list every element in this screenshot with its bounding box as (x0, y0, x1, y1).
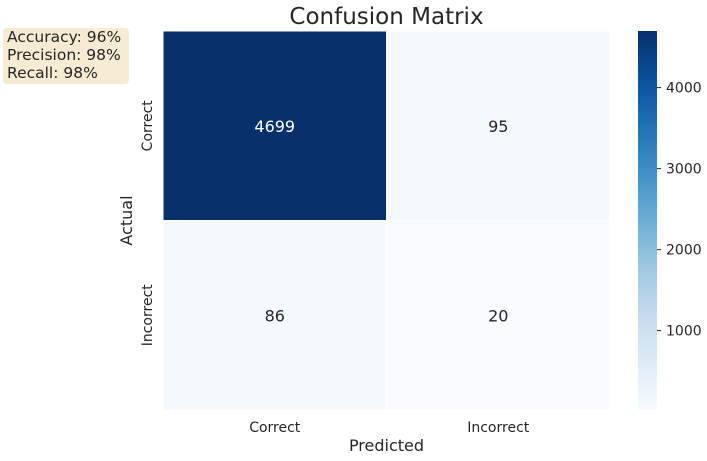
x-axis-label: Predicted (349, 436, 424, 455)
colorbar-tick-label: 2000 (666, 243, 702, 259)
cell-value-label: 86 (265, 306, 285, 325)
recall-text: Recall: 98% (7, 64, 98, 82)
accuracy-text: Accuracy: 96% (7, 28, 122, 46)
y-tick-label: Correct (140, 100, 156, 152)
colorbar (638, 31, 657, 410)
colorbar-tick-label: 1000 (666, 324, 702, 340)
heatmap-cell (162, 220, 387, 411)
metrics-box: Accuracy: 96% Precision: 98% Recall: 98% (3, 28, 129, 84)
chart-title: Confusion Matrix (289, 4, 483, 30)
heatmap-cell (162, 30, 387, 221)
x-tick-label: Correct (249, 420, 301, 436)
precision-text: Precision: 98% (7, 46, 121, 64)
cell-value-label: 20 (488, 306, 508, 325)
colorbar-tick-label: 3000 (666, 162, 702, 178)
cell-value-label: 4699 (254, 117, 295, 136)
x-tick-label: Incorrect (467, 420, 530, 436)
y-tick-label: Incorrect (140, 284, 156, 347)
y-axis-label: Actual (117, 195, 136, 245)
colorbar-tick-label: 4000 (666, 81, 702, 97)
heatmap-cell (386, 220, 611, 411)
cell-value-label: 95 (488, 117, 508, 136)
heatmap-cell (386, 30, 611, 221)
